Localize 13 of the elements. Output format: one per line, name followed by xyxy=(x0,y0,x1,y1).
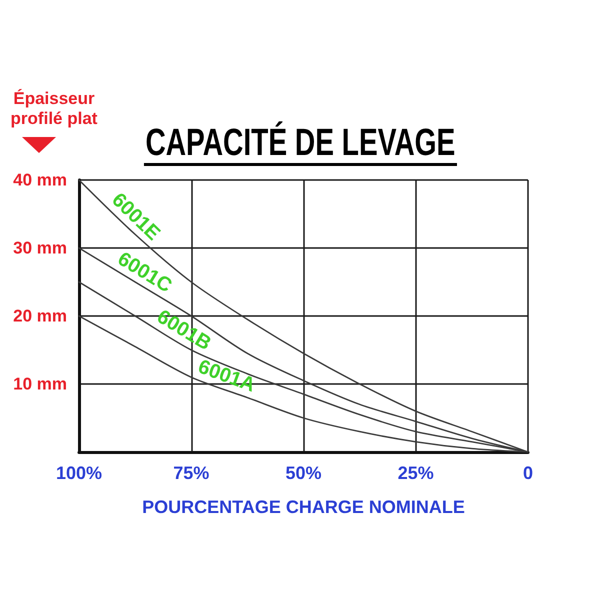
y-axis-title: Épaisseur profilé plat xyxy=(10,89,98,129)
y-tick-label: 10 mm xyxy=(13,374,67,394)
x-tick-label: 50% xyxy=(285,463,322,483)
x-tick-label: 0 xyxy=(522,463,534,483)
x-tick-label: 75% xyxy=(173,463,210,483)
x-axis-title: POURCENTAGE CHARGE NOMINALE xyxy=(142,497,465,517)
y-tick-label: 30 mm xyxy=(13,238,67,258)
y-tick-label: 20 mm xyxy=(13,306,67,326)
chart-title: CAPACITÉ DE LEVAGE xyxy=(144,122,456,166)
text: 6001A xyxy=(195,356,258,397)
x-tick-label: 100% xyxy=(56,463,102,483)
x-tick-label: 25% xyxy=(398,463,434,483)
y-tick-label: 40 mm xyxy=(13,170,67,190)
